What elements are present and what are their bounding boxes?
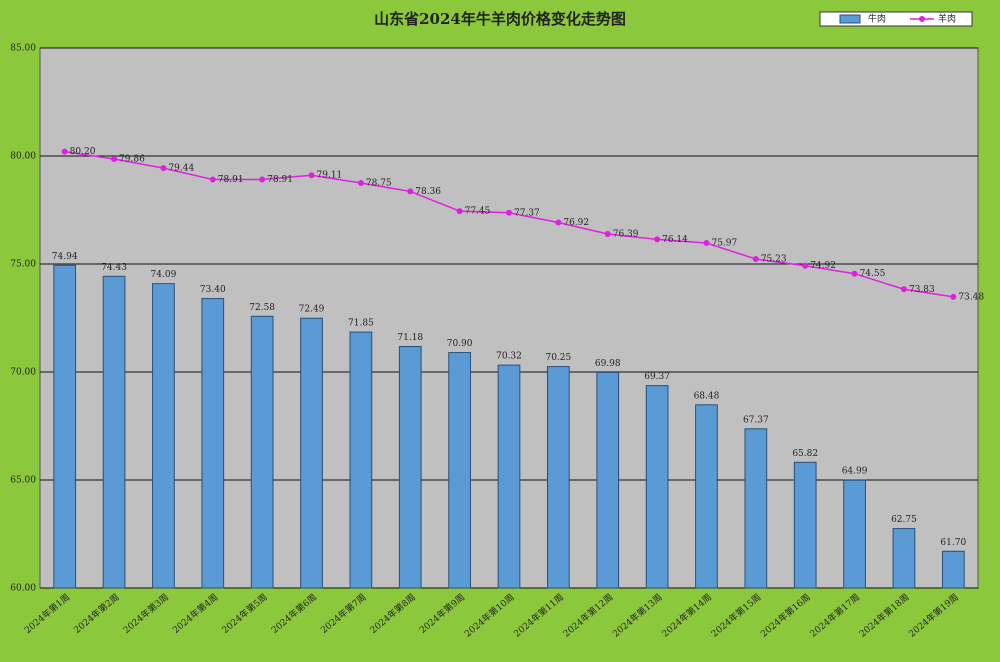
y-tick-label: 80.00 bbox=[10, 152, 36, 162]
bar bbox=[547, 366, 570, 589]
data-label: 78.91 bbox=[267, 175, 293, 185]
data-label: 77.37 bbox=[514, 208, 540, 218]
data-label: 75.23 bbox=[761, 255, 787, 265]
data-label: 62.75 bbox=[891, 515, 917, 525]
y-tick-label: 70.00 bbox=[10, 368, 36, 378]
line-marker bbox=[209, 176, 216, 183]
data-label: 73.83 bbox=[909, 285, 935, 295]
data-label: 78.91 bbox=[218, 175, 244, 185]
legend-swatch bbox=[839, 14, 861, 24]
data-label: 69.37 bbox=[644, 372, 670, 382]
data-label: 72.49 bbox=[299, 305, 325, 315]
data-label: 69.98 bbox=[595, 359, 621, 369]
line-marker bbox=[506, 209, 512, 216]
line-marker bbox=[160, 165, 167, 172]
data-label: 75.97 bbox=[711, 239, 737, 249]
y-tick-label: 60.00 bbox=[10, 584, 36, 594]
data-label: 79.86 bbox=[119, 155, 145, 165]
data-label: 76.92 bbox=[563, 218, 589, 228]
line-marker bbox=[654, 236, 661, 243]
line-marker bbox=[308, 172, 315, 179]
data-label: 70.90 bbox=[447, 339, 473, 349]
line-marker bbox=[950, 293, 957, 300]
bar bbox=[941, 550, 965, 589]
line-marker bbox=[407, 188, 414, 195]
data-label: 73.48 bbox=[958, 292, 984, 302]
data-label: 67.37 bbox=[743, 415, 769, 425]
data-label: 74.43 bbox=[101, 263, 127, 273]
bar bbox=[695, 404, 718, 589]
data-label: 61.70 bbox=[940, 538, 966, 548]
data-label: 71.85 bbox=[348, 319, 374, 329]
data-label: 74.94 bbox=[52, 252, 78, 262]
data-label: 78.36 bbox=[415, 187, 441, 197]
bar bbox=[448, 352, 471, 589]
data-label: 74.92 bbox=[810, 261, 836, 271]
line-marker bbox=[555, 219, 562, 226]
data-label: 77.45 bbox=[465, 207, 491, 217]
bar bbox=[843, 479, 866, 589]
line-marker bbox=[357, 180, 364, 186]
line-marker bbox=[259, 176, 266, 183]
bar bbox=[793, 461, 817, 589]
line-marker bbox=[604, 230, 611, 237]
data-label: 76.14 bbox=[662, 235, 688, 245]
y-tick-label: 65.00 bbox=[10, 476, 36, 486]
data-label: 68.48 bbox=[694, 391, 720, 401]
line-marker bbox=[703, 240, 710, 247]
data-label: 74.09 bbox=[151, 270, 177, 280]
data-label: 79.44 bbox=[168, 164, 194, 174]
line-marker bbox=[802, 262, 809, 269]
bar bbox=[102, 275, 126, 589]
bar bbox=[398, 346, 422, 589]
data-label: 65.82 bbox=[792, 449, 818, 459]
data-label: 70.25 bbox=[545, 353, 571, 363]
bar bbox=[53, 264, 77, 589]
data-label: 80.20 bbox=[70, 147, 96, 157]
chart-title: 山东省2024年牛羊肉价格变化走势图 bbox=[374, 10, 626, 28]
bar bbox=[250, 315, 274, 589]
bar bbox=[645, 385, 669, 589]
y-tick-label: 85.00 bbox=[10, 44, 36, 54]
legend-label: 羊肉 bbox=[938, 13, 956, 25]
line-marker bbox=[851, 270, 858, 277]
y-tick-label: 75.00 bbox=[10, 260, 36, 270]
data-label: 76.39 bbox=[613, 229, 639, 239]
data-label: 72.58 bbox=[249, 303, 275, 313]
data-label: 70.32 bbox=[496, 352, 522, 362]
data-label: 64.99 bbox=[842, 467, 868, 477]
data-label: 73.40 bbox=[200, 285, 226, 295]
bar bbox=[152, 283, 175, 589]
data-label: 78.75 bbox=[366, 179, 392, 189]
bar bbox=[744, 428, 768, 589]
legend-label: 牛肉 bbox=[868, 13, 886, 25]
bar bbox=[596, 371, 620, 589]
line-marker bbox=[752, 256, 759, 263]
bar bbox=[892, 528, 916, 589]
data-label: 74.55 bbox=[860, 269, 886, 279]
line-marker bbox=[111, 156, 118, 163]
line-marker bbox=[900, 286, 907, 293]
data-label: 71.18 bbox=[397, 333, 423, 343]
bar bbox=[497, 364, 521, 589]
bar bbox=[300, 317, 323, 589]
line-marker bbox=[456, 208, 463, 215]
legend-swatch bbox=[919, 16, 925, 22]
data-label: 79.11 bbox=[317, 171, 343, 181]
bar bbox=[349, 331, 373, 589]
line-marker bbox=[61, 148, 68, 155]
bar bbox=[201, 298, 225, 589]
